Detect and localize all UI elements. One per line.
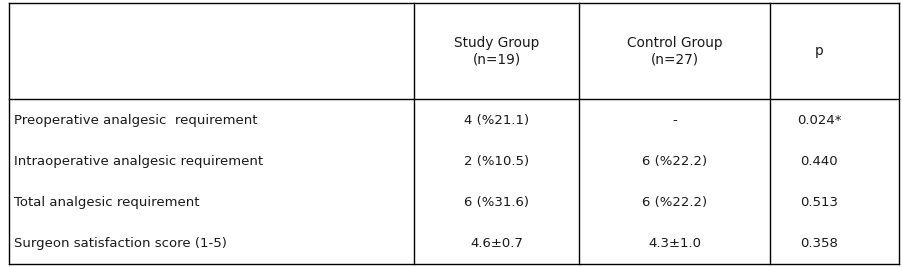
- Text: -: -: [672, 113, 676, 127]
- Text: 0.513: 0.513: [799, 196, 837, 209]
- Text: 0.024*: 0.024*: [796, 113, 841, 127]
- Text: p: p: [815, 44, 823, 58]
- Text: 2 (%10.5): 2 (%10.5): [463, 155, 528, 168]
- Text: Surgeon satisfaction score (1-5): Surgeon satisfaction score (1-5): [14, 237, 226, 250]
- Text: 0.358: 0.358: [799, 237, 837, 250]
- Text: Total analgesic requirement: Total analgesic requirement: [14, 196, 199, 209]
- Text: 0.440: 0.440: [800, 155, 837, 168]
- Text: 6 (%22.2): 6 (%22.2): [641, 155, 706, 168]
- Text: 4.6±0.7: 4.6±0.7: [470, 237, 523, 250]
- Text: Intraoperative analgesic requirement: Intraoperative analgesic requirement: [14, 155, 263, 168]
- Text: 4 (%21.1): 4 (%21.1): [463, 113, 528, 127]
- Text: 6 (%31.6): 6 (%31.6): [463, 196, 528, 209]
- Text: 4.3±1.0: 4.3±1.0: [647, 237, 701, 250]
- Text: Control Group
(n=27): Control Group (n=27): [626, 36, 721, 66]
- Text: 6 (%22.2): 6 (%22.2): [641, 196, 706, 209]
- Text: Preoperative analgesic  requirement: Preoperative analgesic requirement: [14, 113, 256, 127]
- Text: Study Group
(n=19): Study Group (n=19): [453, 36, 538, 66]
